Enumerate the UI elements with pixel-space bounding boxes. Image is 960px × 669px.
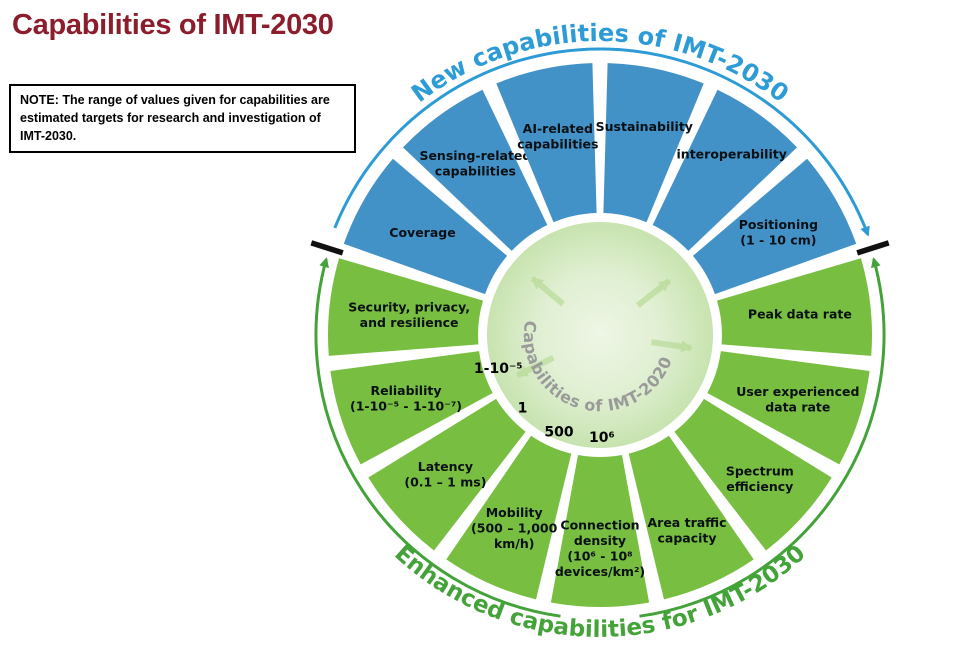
- segment-reliability-shape: [330, 351, 493, 465]
- segment-spectrum-efficiency: Spectrum efficiency: [674, 398, 832, 551]
- segment-security: Security, privacy, and resilience: [328, 258, 483, 356]
- segment-mobility-label: Mobility (500 – 1,000 km/h): [471, 505, 558, 551]
- segment-positioning: Positioning (1 - 10 cm): [692, 158, 857, 295]
- segment-ai-related-shape: [496, 63, 597, 223]
- center-value-2: 500: [544, 425, 573, 441]
- center-arrow-decorative: [635, 278, 672, 308]
- segment-reliability: Reliability (1-10⁻⁵ - 1-10⁻⁷): [330, 351, 493, 465]
- segment-peak-data-rate: Peak data rate: [717, 258, 872, 356]
- segment-area-traffic-capacity-shape: [628, 435, 754, 600]
- segment-area-traffic-capacity: Area traffic capacity: [628, 435, 754, 600]
- segment-latency-shape: [368, 398, 526, 551]
- segment-peak-data-rate-label: Peak data rate: [748, 307, 852, 322]
- blue-arc-arrow: [333, 47, 870, 237]
- page-title: Capabilities of IMT-2030: [12, 9, 334, 41]
- segment-latency-label: Latency (0.1 – 1 ms): [404, 459, 486, 490]
- boundary-tick-left: [310, 240, 344, 256]
- center-arrow-decorative: [530, 276, 566, 307]
- segment-security-label: Security, privacy, and resilience: [348, 300, 470, 331]
- center-arrow-decorative: [515, 355, 555, 378]
- segment-reliability-label: Reliability (1-10⁻⁵ - 1-10⁻⁷): [350, 383, 462, 414]
- segment-spectrum-efficiency-label: Spectrum efficiency: [726, 464, 794, 495]
- segment-coverage-label: Coverage: [389, 225, 455, 240]
- center-value-3: 10⁶: [589, 430, 615, 446]
- segment-positioning-shape: [692, 158, 857, 295]
- segment-sustainability: Sustainability: [596, 63, 704, 223]
- segment-spectrum-efficiency-shape: [674, 398, 832, 551]
- green-arc-arrow-right: [639, 257, 886, 618]
- segment-latency: Latency (0.1 – 1 ms): [368, 398, 526, 551]
- segment-sustainability-label: Sustainability: [596, 119, 693, 134]
- segment-sensing-related-label: Sensing-related capabilities: [419, 148, 531, 179]
- center-arrow-decorative: [651, 339, 694, 353]
- segment-sustainability-shape: [603, 63, 704, 223]
- segment-ai-related: AI-related capabilities: [496, 63, 598, 223]
- segment-connection-density-label: Connection density (10⁶ - 10⁸ devices/km²): [555, 517, 645, 579]
- segment-coverage-shape: [343, 158, 508, 295]
- segment-sensing-related: Sensing-related capabilities: [403, 89, 548, 251]
- segment-user-experienced-data-rate-shape: [707, 351, 870, 465]
- segment-sensing-related-shape: [403, 89, 548, 251]
- note-box: NOTE: The range of values given for capa…: [9, 84, 356, 154]
- center-value-1: 1: [518, 400, 528, 416]
- segment-positioning-label: Positioning (1 - 10 cm): [739, 217, 818, 248]
- segment-coverage: Coverage: [343, 158, 508, 295]
- segment-interoperability-label: interoperability: [677, 146, 787, 161]
- new-capabilities-arc-label: New capabilities of IMT-2030: [406, 19, 794, 108]
- segment-interoperability-shape: [652, 89, 797, 251]
- segment-area-traffic-capacity-label: Area traffic capacity: [647, 515, 726, 546]
- segment-mobility: Mobility (500 – 1,000 km/h): [446, 435, 572, 600]
- segment-mobility-shape: [446, 435, 572, 600]
- segment-connection-density-shape: [550, 455, 650, 607]
- segment-interoperability: interoperability: [652, 89, 797, 251]
- boundary-tick-right: [856, 240, 890, 256]
- center-value-0: 1-10⁻⁵: [474, 361, 523, 377]
- segment-user-experienced-data-rate: User experienced data rate: [707, 351, 870, 465]
- note-text: NOTE: The range of values given for capa…: [20, 93, 330, 143]
- segment-user-experienced-data-rate-label: User experienced data rate: [736, 384, 859, 415]
- segment-peak-data-rate-shape: [717, 258, 872, 356]
- green-arc-arrow-left: [314, 257, 561, 618]
- segment-security-shape: [328, 258, 483, 356]
- segment-ai-related-label: AI-related capabilities: [517, 121, 598, 152]
- segment-connection-density: Connection density (10⁶ - 10⁸ devices/km²): [550, 455, 650, 607]
